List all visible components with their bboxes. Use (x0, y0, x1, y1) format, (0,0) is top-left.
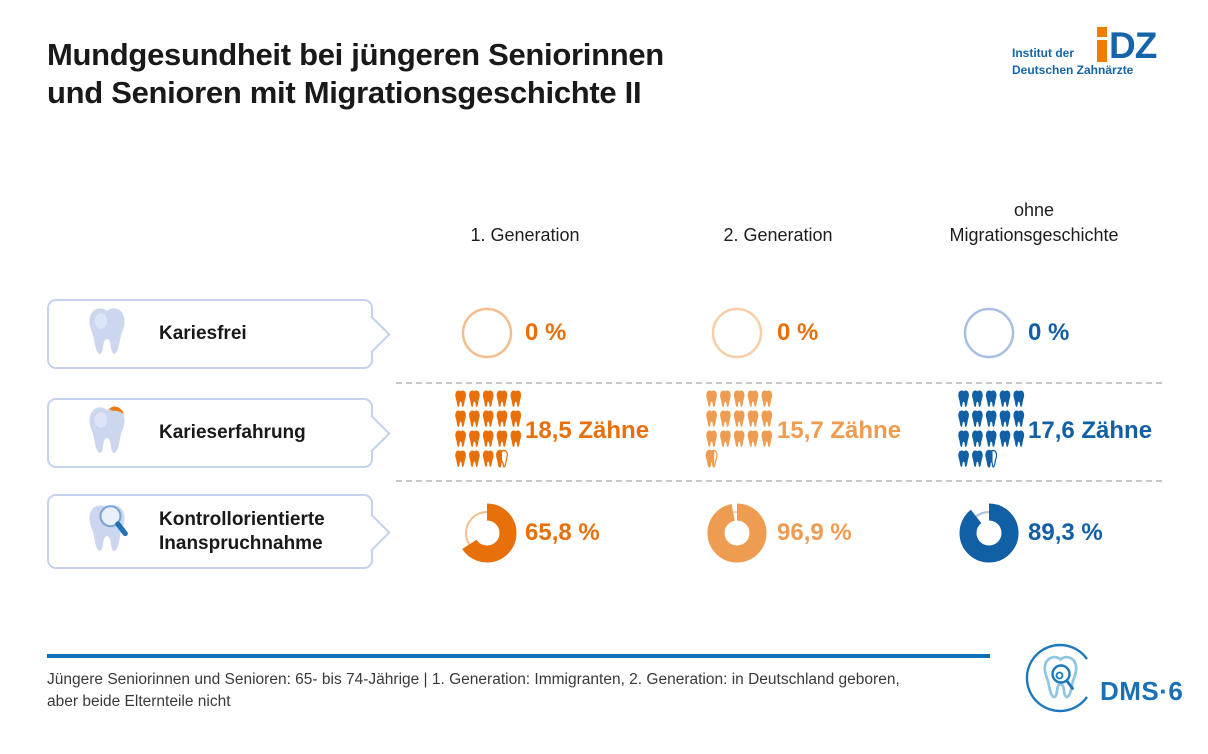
page-title-line1: Mundgesundheit bei jüngeren Seniorinnen (47, 37, 664, 72)
value-karieserfahrung-gen1: 18,5 Zähne (525, 417, 650, 444)
page-title-line2: und Senioren mit Migrationsgeschichte II (47, 75, 642, 110)
page-title: Mundgesundheit bei jüngeren Seniorinnen … (47, 36, 664, 112)
row-label-kariesfrei: Kariesfrei (47, 299, 391, 369)
tooth-pictogram-karieserfahrung-ohne (957, 390, 1029, 479)
idz-logo-mark: DZ (1097, 25, 1157, 66)
value-inanspruchnahme-gen2: 96,9 % (777, 519, 852, 546)
column-header-no-migration-line1: ohne (1013, 200, 1055, 220)
row-label-text: Kontrollorientierte Inanspruchnahme (159, 508, 325, 554)
tooth-pictogram-karieserfahrung-gen2 (705, 390, 777, 479)
idz-logo-text-line2: Deutschen Zahnärzte (1012, 63, 1134, 77)
value-karieserfahrung-gen2: 15,7 Zähne (777, 417, 902, 444)
row-label-text: Kariesfrei (159, 323, 247, 344)
column-header-generation-2: 2. Generation (723, 225, 833, 245)
label-arrow (352, 414, 391, 453)
column-header-no-migration: ohne Migrationsgeschichte (928, 198, 1140, 248)
value-karieserfahrung-ohne: 17,6 Zähne (1028, 417, 1153, 444)
value-kariesfrei-ohne: 0 % (1028, 319, 1070, 346)
footer-note-line2: aber beide Elternteile nicht (47, 693, 231, 710)
tooth-magnifier-icon (85, 504, 129, 559)
tooth-pictogram-karieserfahrung-gen1 (454, 390, 526, 479)
value-inanspruchnahme-ohne: 89,3 % (1028, 519, 1103, 546)
donut-chart-inanspruchnahme-gen2 (706, 502, 768, 569)
idz-i-dot (1097, 27, 1107, 37)
idz-logo-text-line1: Institut der (1012, 46, 1074, 60)
dashed-separator (396, 480, 1162, 482)
footer-note-line1: Jüngere Seniorinnen und Senioren: 65- bi… (47, 671, 900, 688)
dms6-logo (1022, 642, 1102, 727)
row-label-karieserfahrung: Karieserfahrung (47, 398, 391, 468)
label-arrow (352, 315, 391, 354)
tooth-caries-icon (85, 405, 129, 461)
donut-chart-kariesfrei-gen2 (711, 307, 763, 364)
value-inanspruchnahme-gen1: 65,8 % (525, 519, 600, 546)
dms6-logo-mark (1025, 643, 1088, 713)
donut-chart-inanspruchnahme-ohne (958, 502, 1020, 569)
donut-chart-inanspruchnahme-gen1 (456, 502, 518, 569)
column-header-no-migration-line2: Migrationsgeschichte (949, 225, 1119, 245)
idz-dz-letters: DZ (1109, 25, 1157, 66)
tooth-icon (85, 307, 129, 362)
value-kariesfrei-gen1: 0 % (525, 319, 567, 346)
dashed-separator (396, 382, 1162, 384)
footer-rule (47, 654, 990, 658)
row-label-text: Karieserfahrung (159, 422, 306, 443)
value-kariesfrei-gen2: 0 % (777, 319, 819, 346)
idz-i-glyph (1097, 27, 1107, 62)
row-label-kontrollorientierte-inanspruchnahme: Kontrollorientierte Inanspruchnahme (47, 494, 391, 569)
donut-chart-kariesfrei-ohne (963, 307, 1015, 364)
idz-i-bar (1097, 40, 1107, 62)
donut-chart-kariesfrei-gen1 (461, 307, 513, 364)
idz-logo-text: Institut der Deutschen Zahnärzte (1012, 45, 1133, 79)
column-header-generation-1: 1. Generation (470, 225, 580, 245)
label-arrow (352, 512, 391, 552)
dms6-logo-text: DMS·6 (1100, 676, 1184, 706)
